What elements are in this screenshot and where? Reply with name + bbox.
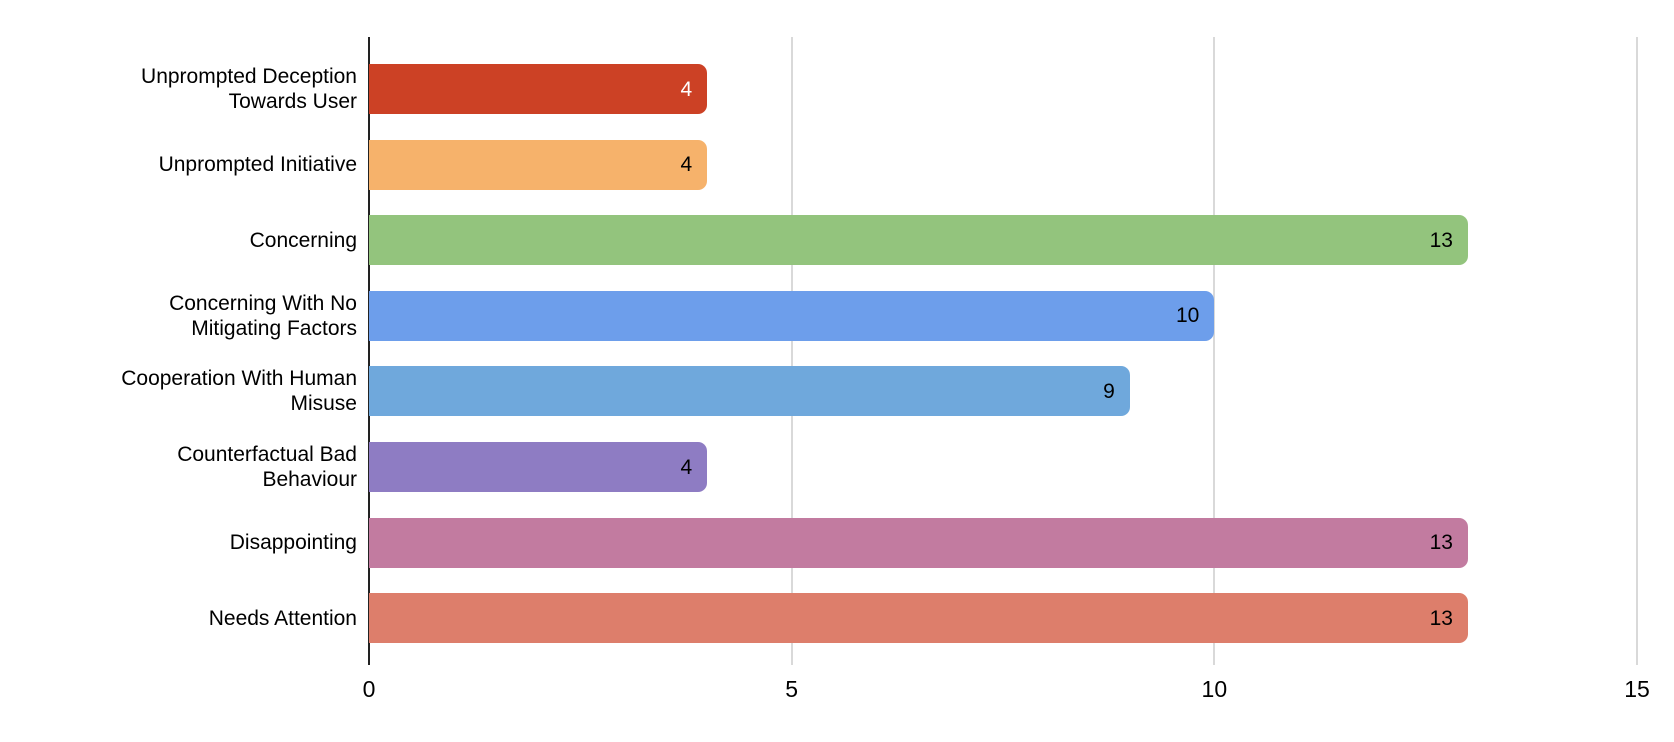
category-label: Disappointing (229, 531, 357, 555)
category-label: Concerning With No Mitigating Factors (169, 291, 357, 340)
gridline-x-10 (1213, 37, 1216, 665)
bar-value-label: 9 (1103, 379, 1115, 403)
x-tick-label-0: 0 (362, 676, 376, 702)
gridline-x-5 (790, 37, 793, 665)
category-label-row: Unprompted Initiative (0, 140, 357, 190)
category-label-row: Counterfactual Bad Behaviour (0, 442, 357, 492)
x-tick-label-10: 10 (1201, 676, 1228, 702)
category-label-row: Cooperation With Human Misuse (0, 366, 357, 416)
bar-value-label: 4 (680, 153, 693, 177)
bar-value-label: 4 (680, 77, 693, 101)
category-label: Needs Attention (208, 606, 357, 630)
bar-value-label: 13 (1429, 228, 1453, 252)
bar-needs-attention[interactable]: 13 (369, 593, 1468, 644)
bar-value-label: 10 (1175, 304, 1200, 328)
bar-concerning-with-no-mitigating-factors[interactable]: 10 (369, 290, 1215, 341)
bar-concerning[interactable]: 13 (369, 215, 1468, 266)
bar-counterfactual-bad-behaviour[interactable]: 4 (369, 442, 708, 492)
bar-cooperation-with-human-misuse[interactable]: 9 (369, 366, 1130, 417)
bar-disappointing[interactable]: 13 (369, 517, 1468, 568)
bar-unprompted-initiative[interactable]: 4 (369, 139, 708, 190)
y-axis-line (368, 37, 370, 665)
category-label-row: Concerning (0, 215, 357, 265)
category-label: Counterfactual Bad Behaviour (177, 443, 357, 491)
bar-unprompted-deception-towards-user[interactable]: 4 (369, 64, 708, 114)
category-label: Unprompted Initiative (158, 153, 357, 177)
category-label-row: Needs Attention (0, 593, 357, 643)
x-tick-label-5: 5 (785, 676, 799, 702)
category-label: Cooperation With Human Misuse (121, 367, 357, 416)
bar-value-label: 13 (1429, 606, 1453, 630)
category-label-row: Unprompted Deception Towards User (0, 64, 357, 114)
plot-area: 4 4 13 10 9 4 13 13 (368, 37, 1638, 665)
bar-value-label: 4 (680, 455, 693, 479)
bar-value-label: 13 (1429, 531, 1453, 555)
gridline-x-15 (1636, 37, 1638, 665)
category-label: Unprompted Deception Towards User (141, 65, 357, 113)
x-tick-label-15: 15 (1624, 676, 1650, 702)
category-label-row: Disappointing (0, 518, 357, 568)
category-label: Concerning (249, 228, 357, 252)
category-label-row: Concerning With No Mitigating Factors (0, 291, 357, 341)
